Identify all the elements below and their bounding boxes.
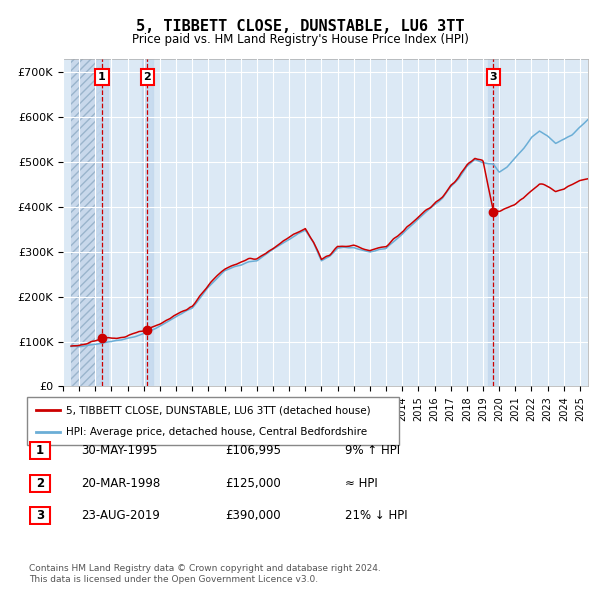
Text: 3: 3 <box>490 72 497 82</box>
Text: 21% ↓ HPI: 21% ↓ HPI <box>345 509 407 522</box>
FancyBboxPatch shape <box>30 442 50 459</box>
Text: ≈ HPI: ≈ HPI <box>345 477 378 490</box>
Text: 2: 2 <box>143 72 151 82</box>
Text: 1: 1 <box>36 444 44 457</box>
Bar <box>488 59 499 386</box>
Text: This data is licensed under the Open Government Licence v3.0.: This data is licensed under the Open Gov… <box>29 575 318 584</box>
Text: 2: 2 <box>36 477 44 490</box>
FancyBboxPatch shape <box>30 507 50 524</box>
Bar <box>71 59 103 386</box>
Text: 30-MAY-1995: 30-MAY-1995 <box>81 444 157 457</box>
Text: 3: 3 <box>36 509 44 522</box>
Bar <box>142 59 153 386</box>
FancyBboxPatch shape <box>27 397 399 445</box>
Text: 1: 1 <box>98 72 106 82</box>
Text: Price paid vs. HM Land Registry's House Price Index (HPI): Price paid vs. HM Land Registry's House … <box>131 33 469 46</box>
Text: 5, TIBBETT CLOSE, DUNSTABLE, LU6 3TT: 5, TIBBETT CLOSE, DUNSTABLE, LU6 3TT <box>136 19 464 34</box>
Text: 20-MAR-1998: 20-MAR-1998 <box>81 477 160 490</box>
Text: £390,000: £390,000 <box>225 509 281 522</box>
Text: £125,000: £125,000 <box>225 477 281 490</box>
Text: Contains HM Land Registry data © Crown copyright and database right 2024.: Contains HM Land Registry data © Crown c… <box>29 565 380 573</box>
Text: HPI: Average price, detached house, Central Bedfordshire: HPI: Average price, detached house, Cent… <box>66 427 367 437</box>
Text: 5, TIBBETT CLOSE, DUNSTABLE, LU6 3TT (detached house): 5, TIBBETT CLOSE, DUNSTABLE, LU6 3TT (de… <box>66 405 371 415</box>
Text: 9% ↑ HPI: 9% ↑ HPI <box>345 444 400 457</box>
Text: £106,995: £106,995 <box>225 444 281 457</box>
Text: 23-AUG-2019: 23-AUG-2019 <box>81 509 160 522</box>
Bar <box>96 59 107 386</box>
FancyBboxPatch shape <box>30 475 50 491</box>
